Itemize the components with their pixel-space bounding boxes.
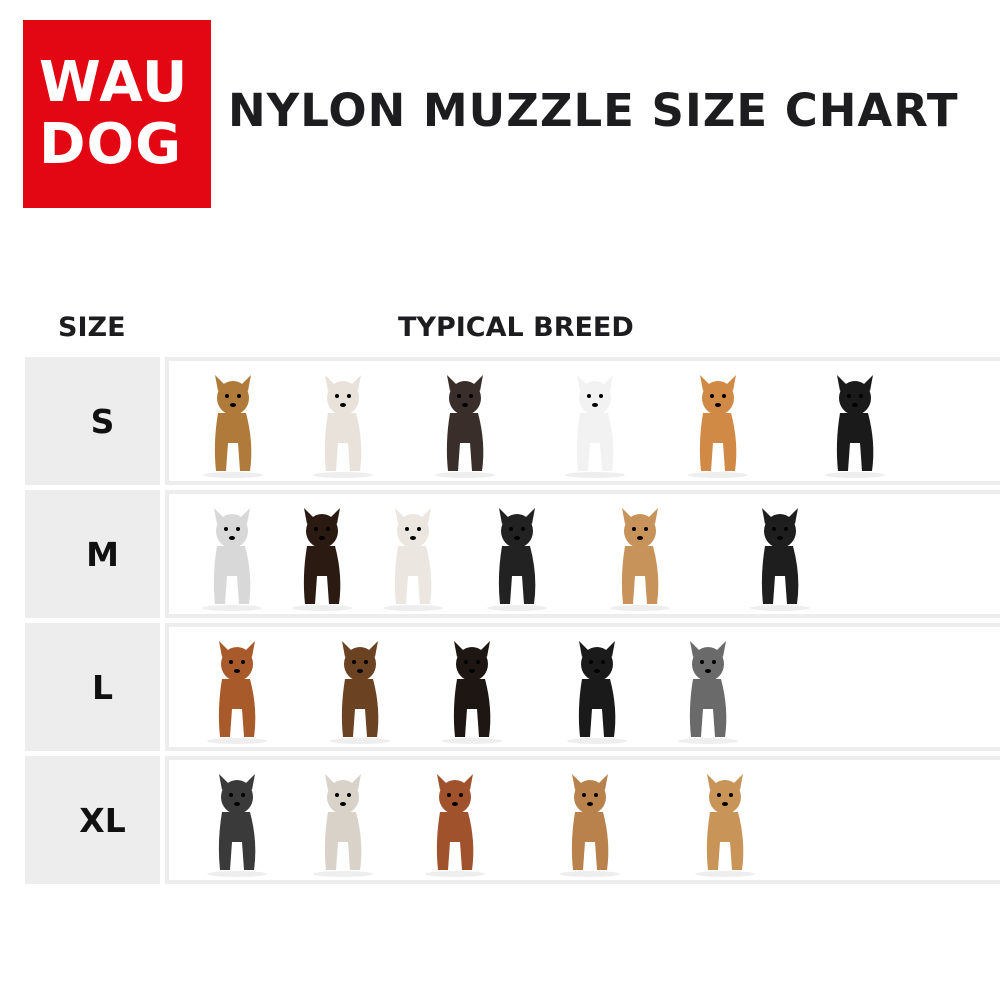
waudog-logo: WAU DOG xyxy=(23,20,211,208)
shar-pei-icon xyxy=(595,496,685,614)
size-cell: M xyxy=(25,490,160,618)
cocker-spaniel-icon xyxy=(810,363,900,481)
breed-cell xyxy=(165,357,1000,485)
size-label: XL xyxy=(79,800,126,840)
great-dane-icon xyxy=(192,762,282,880)
bullmastiff-icon xyxy=(545,762,635,880)
size-cell: L xyxy=(25,623,160,751)
anatolian-shepherd-icon xyxy=(298,762,388,880)
size-cell: XL xyxy=(25,756,160,884)
pomeranian-icon xyxy=(673,363,763,481)
dalmatian-icon xyxy=(187,496,277,614)
breed-column-header: TYPICAL BREED xyxy=(398,312,634,343)
size-cell: S xyxy=(25,357,160,485)
border-collie-icon xyxy=(472,496,562,614)
boxer-icon xyxy=(192,629,282,747)
yorkshire-terrier-icon xyxy=(188,363,278,481)
page-title: NYLON MUZZLE SIZE CHART xyxy=(228,84,959,137)
black-poodle-icon xyxy=(735,496,825,614)
breed-cell xyxy=(165,756,1000,884)
chihuahua-icon xyxy=(420,363,510,481)
bull-terrier-icon xyxy=(368,496,458,614)
german-shepherd-icon xyxy=(315,629,405,747)
rottweiler-icon xyxy=(427,629,517,747)
white-poodle-icon xyxy=(550,363,640,481)
cane-corso-icon xyxy=(552,629,642,747)
breed-cell xyxy=(165,623,1000,751)
size-label: L xyxy=(91,667,114,707)
alaskan-malamute-icon xyxy=(663,629,753,747)
logo-line1: WAU xyxy=(39,50,189,115)
saint-bernard-icon xyxy=(410,762,500,880)
mastiff-icon xyxy=(680,762,770,880)
size-label: S xyxy=(90,401,115,441)
size-column-header: SIZE xyxy=(58,312,126,343)
logo-line2: DOG xyxy=(39,112,183,177)
size-label: M xyxy=(86,534,119,574)
maltipoo-icon xyxy=(298,363,388,481)
miniature-pinscher-icon xyxy=(277,496,367,614)
breed-cell xyxy=(165,490,1000,618)
